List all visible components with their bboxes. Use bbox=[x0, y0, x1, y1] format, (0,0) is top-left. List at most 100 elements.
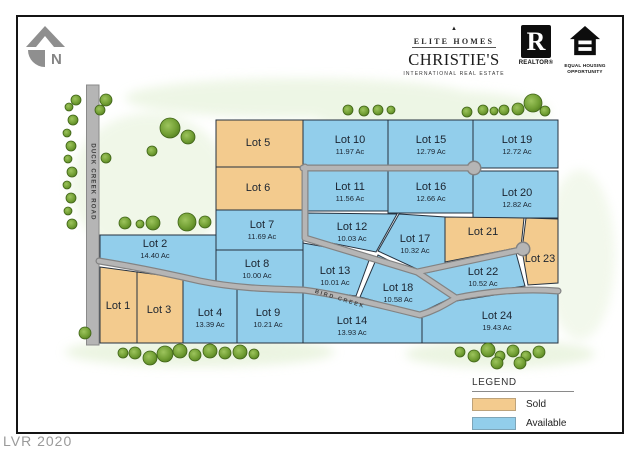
lot-acreage-8: 10.00 Ac bbox=[242, 271, 271, 280]
lot-label-5: Lot 5 bbox=[246, 137, 270, 149]
lot-acreage-2: 14.40 Ac bbox=[140, 251, 169, 260]
lot-label-19: Lot 19 bbox=[502, 134, 533, 146]
tree-icon bbox=[65, 192, 77, 204]
lot-acreage-20: 12.82 Ac bbox=[502, 200, 531, 209]
lot-label-3: Lot 3 bbox=[147, 304, 171, 316]
sold-swatch bbox=[472, 398, 516, 411]
lots-layer bbox=[99, 119, 559, 344]
lot-label-10: Lot 10 bbox=[335, 134, 366, 146]
tree-icon bbox=[477, 104, 489, 116]
north-compass-icon: N bbox=[26, 26, 65, 68]
tree-icon bbox=[64, 102, 74, 112]
tree-icon bbox=[142, 350, 158, 366]
lot-label-14: Lot 14 bbox=[337, 315, 368, 327]
cul-de-sac-north-bulb bbox=[468, 162, 480, 174]
lot-label-2: Lot 2 bbox=[143, 238, 167, 250]
lot-acreage-19: 12.72 Ac bbox=[502, 147, 531, 156]
tree-icon bbox=[177, 212, 197, 232]
tree-icon bbox=[63, 154, 73, 164]
lot-acreage-18: 10.58 Ac bbox=[383, 295, 412, 304]
tree-icon bbox=[480, 342, 496, 358]
christies-logo: CHRISTIE'S bbox=[408, 50, 500, 69]
lot-label-1: Lot 1 bbox=[106, 300, 130, 312]
equal-housing-text-1: EQUAL HOUSING bbox=[564, 63, 606, 68]
lot-label-13: Lot 13 bbox=[320, 265, 351, 277]
lot-region-19 bbox=[472, 119, 559, 169]
tree-icon bbox=[511, 102, 525, 116]
lot-label-4: Lot 4 bbox=[198, 307, 222, 319]
tree-icon bbox=[99, 93, 113, 107]
lot-label-9: Lot 9 bbox=[256, 307, 280, 319]
tree-icon bbox=[498, 104, 510, 116]
tree-icon bbox=[128, 346, 142, 360]
legend: LEGEND Sold Available bbox=[472, 377, 574, 436]
lot-label-8: Lot 8 bbox=[245, 258, 269, 270]
tree-icon bbox=[202, 343, 218, 359]
tree-icon bbox=[118, 216, 132, 230]
lot-acreage-22: 10.52 Ac bbox=[468, 279, 497, 288]
lot-region-20 bbox=[472, 170, 559, 219]
roads-layer bbox=[86, 84, 562, 346]
tree-icon bbox=[100, 152, 112, 164]
equal-housing-logo: EQUAL HOUSING OPPORTUNITY bbox=[560, 25, 610, 74]
lot-label-23: Lot 23 bbox=[525, 253, 556, 265]
tree-icon bbox=[342, 104, 354, 116]
tree-icon bbox=[94, 104, 106, 116]
interior-road bbox=[302, 164, 459, 301]
lot-label-20: Lot 20 bbox=[502, 187, 533, 199]
realtor-logo: R REALTOR® bbox=[517, 25, 555, 66]
tree-icon bbox=[70, 94, 82, 106]
tree-icon bbox=[66, 218, 78, 230]
tree-icon bbox=[159, 117, 181, 139]
brand-block: ▲ ELITE HOMES CHRISTIE'S INTERNATIONAL R… bbox=[396, 26, 512, 77]
tree-icon bbox=[78, 326, 92, 340]
tree-icon bbox=[117, 347, 129, 359]
lot-label-17: Lot 17 bbox=[400, 233, 431, 245]
lot-label-12: Lot 12 bbox=[337, 221, 368, 233]
lot-acreage-14: 13.93 Ac bbox=[337, 328, 366, 337]
tree-icon bbox=[461, 106, 473, 118]
tree-icon bbox=[198, 215, 212, 229]
watermark: LVR 2020 bbox=[3, 433, 73, 449]
tree-icon bbox=[146, 145, 158, 157]
tree-icon bbox=[188, 348, 202, 362]
legend-row-sold: Sold bbox=[472, 398, 574, 411]
tree-icon bbox=[156, 345, 174, 363]
tree-icon bbox=[67, 114, 79, 126]
duck-creek-road-label: DUCK CREEK ROAD bbox=[89, 143, 95, 220]
cul-de-sac-east-bulb bbox=[517, 243, 529, 255]
tree-icon bbox=[386, 105, 396, 115]
tree-icon bbox=[65, 140, 77, 152]
legend-row-available: Available bbox=[472, 417, 574, 430]
lot-label-24: Lot 24 bbox=[482, 310, 513, 322]
realtor-r-icon: R bbox=[521, 25, 551, 58]
compass-north-label: N bbox=[51, 51, 62, 68]
tree-icon bbox=[372, 104, 384, 116]
tree-icon bbox=[489, 106, 499, 116]
tree-icon bbox=[506, 344, 520, 358]
lot-acreage-16: 12.66 Ac bbox=[416, 194, 445, 203]
available-label: Available bbox=[526, 418, 567, 429]
lot-acreage-12: 10.03 Ac bbox=[337, 234, 366, 243]
lot-acreage-24: 19.43 Ac bbox=[482, 323, 511, 332]
lot-label-11: Lot 11 bbox=[335, 181, 365, 193]
tree-icon bbox=[63, 206, 73, 216]
tree-icon bbox=[358, 105, 370, 117]
sold-label: Sold bbox=[526, 399, 547, 410]
lot-label-6: Lot 6 bbox=[246, 182, 270, 194]
lot-label-22: Lot 22 bbox=[468, 266, 499, 278]
lot-acreage-10: 11.97 Ac bbox=[336, 147, 365, 156]
lot-label-7: Lot 7 bbox=[250, 219, 274, 231]
tree-icon bbox=[62, 128, 72, 138]
lot-label-16: Lot 16 bbox=[416, 181, 447, 193]
equal-housing-text-2: OPPORTUNITY bbox=[567, 68, 603, 74]
christies-tagline: INTERNATIONAL REAL ESTATE bbox=[403, 71, 505, 77]
duck-creek-road bbox=[86, 84, 100, 346]
legend-title: LEGEND bbox=[472, 377, 574, 392]
elite-homes-logo: ELITE HOMES bbox=[411, 37, 497, 48]
lot-label-21: Lot 21 bbox=[468, 226, 499, 238]
lot-acreage-4: 13.39 Ac bbox=[195, 320, 224, 329]
tree-icon bbox=[145, 215, 161, 231]
